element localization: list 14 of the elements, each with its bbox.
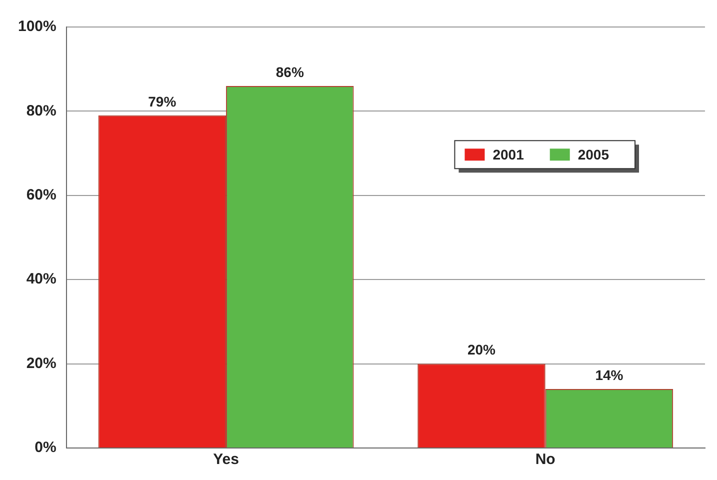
legend-label: 2001 (492, 146, 524, 163)
data-label: 86% (276, 64, 304, 80)
y-tick-label: 60% (26, 186, 56, 204)
y-tick-label: 40% (26, 270, 56, 288)
data-label: 79% (148, 93, 177, 110)
legend-label: 2005 (578, 146, 610, 163)
y-tick-label: 80% (26, 102, 56, 120)
x-tick-label: Yes (213, 451, 239, 468)
y-tick-label: 0% (34, 439, 56, 456)
y-tick-label: 20% (26, 354, 56, 372)
x-tick-label: No (535, 451, 556, 468)
y-tick-label: 100% (18, 18, 56, 36)
data-label: 20% (467, 342, 496, 358)
data-label: 14% (595, 366, 624, 383)
